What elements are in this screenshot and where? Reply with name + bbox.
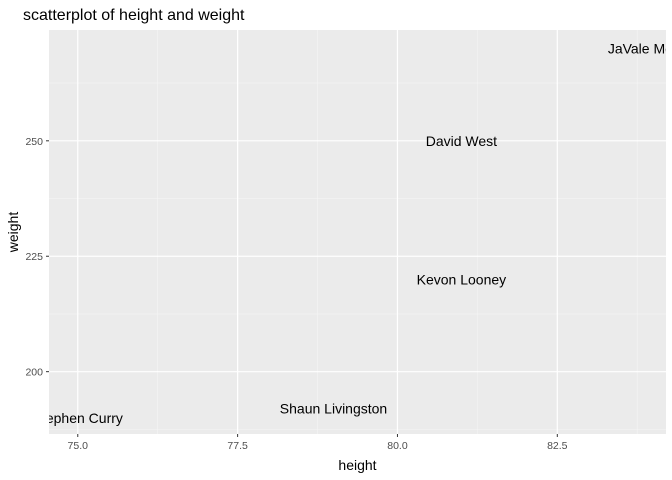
x-tick-label: 77.5 [227, 440, 248, 452]
point-labels: JaVale McGee David West Kevon Looney Shaun … [33, 40, 672, 426]
y-tick-label: 225 [25, 251, 43, 263]
major-gridlines [49, 30, 666, 434]
point-label: Stephen Curry [33, 410, 123, 426]
minor-gridlines [49, 30, 666, 434]
axes: 75.0 77.5 80.0 82.5 200 225 250 [25, 136, 567, 452]
chart-title: scatterplot of height and weight [23, 7, 245, 24]
y-tick-label: 250 [25, 136, 43, 148]
x-tick-label: 75.0 [68, 440, 89, 452]
point-label: David West [426, 133, 497, 149]
x-tick-label: 82.5 [547, 440, 568, 452]
point-label: JaVale McGee [608, 40, 672, 56]
y-tick-label: 200 [25, 367, 43, 379]
plot-panel [49, 30, 666, 434]
x-axis-title: height [338, 457, 376, 473]
x-tick-label: 80.0 [387, 440, 408, 452]
y-axis-title: weight [5, 212, 21, 254]
point-label: Kevon Looney [417, 271, 507, 287]
point-label: Shaun Livingston [280, 401, 387, 417]
